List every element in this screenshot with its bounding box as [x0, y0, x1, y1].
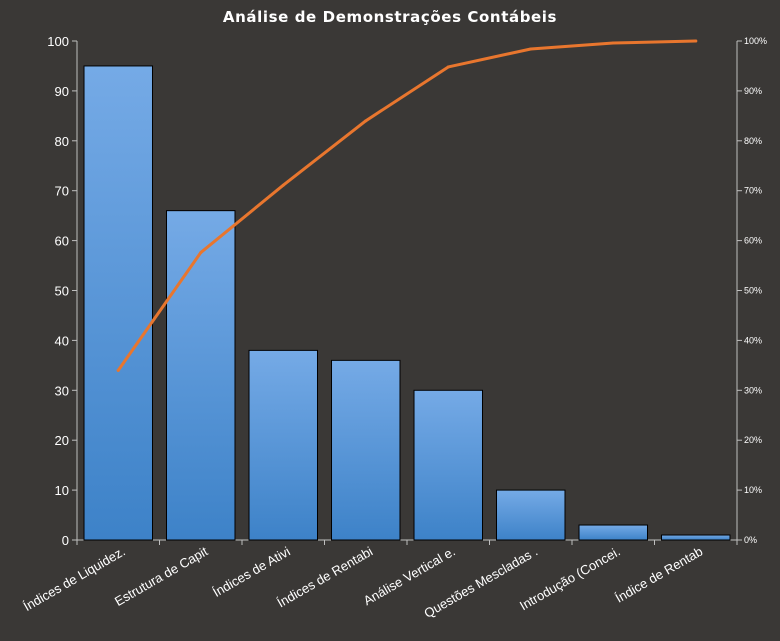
y-tick-label: 100 — [47, 34, 69, 49]
line-point — [529, 47, 533, 51]
line-point — [611, 41, 615, 45]
line-point — [199, 251, 203, 255]
y-tick-label: 0 — [62, 533, 69, 548]
x-tick-label: Índices de Ativi — [210, 544, 293, 600]
y-tick-label: 60 — [55, 234, 69, 249]
y2-tick-label: 10% — [744, 485, 762, 495]
bar — [331, 359, 401, 541]
bar — [248, 349, 318, 541]
y2-tick-label: 80% — [744, 136, 762, 146]
y2-tick-label: 40% — [744, 335, 762, 345]
y-tick-label: 30 — [55, 383, 69, 398]
line-point — [694, 39, 698, 43]
y-tick-label: 90 — [55, 84, 69, 99]
y-tick-label: 40 — [55, 333, 69, 348]
line-point — [364, 119, 368, 123]
bar — [661, 534, 731, 541]
bar — [578, 524, 648, 541]
bar — [496, 489, 566, 541]
bar — [413, 389, 483, 541]
x-tick-label: Índice de Rentab — [613, 544, 706, 606]
y2-tick-label: 0% — [744, 535, 757, 545]
bar — [83, 65, 153, 541]
line-point — [446, 65, 450, 69]
y2-tick-label: 60% — [744, 236, 762, 246]
line-point — [116, 368, 120, 372]
bar — [166, 210, 236, 541]
cumulative-line — [116, 39, 698, 372]
y2-tick-label: 100% — [744, 36, 767, 46]
y2-tick-label: 20% — [744, 435, 762, 445]
y-tick-label: 80 — [55, 134, 69, 149]
line-point — [281, 183, 285, 187]
y2-tick-label: 50% — [744, 286, 762, 296]
chart-title: Análise de Demonstrações Contábeis — [223, 8, 557, 26]
y-tick-label: 70 — [55, 184, 69, 199]
y2-tick-label: 30% — [744, 385, 762, 395]
x-tick-label: Estrutura de Capit — [112, 543, 211, 609]
y2-tick-label: 70% — [744, 186, 762, 196]
y2-tick-label: 90% — [744, 86, 762, 96]
y-tick-label: 50 — [55, 284, 69, 299]
y-tick-label: 10 — [55, 483, 69, 498]
y-tick-label: 20 — [55, 433, 69, 448]
x-tick-label: Índices de Liquidez. — [21, 544, 128, 614]
